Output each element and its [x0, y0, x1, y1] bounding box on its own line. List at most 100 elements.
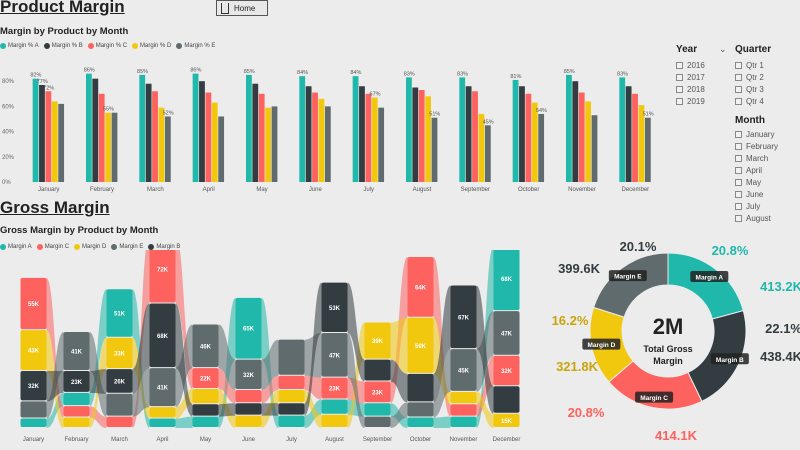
bar-d: [211, 102, 218, 182]
month-option-label: August: [746, 213, 771, 223]
checkbox[interactable]: [735, 166, 742, 174]
home-button[interactable]: Home: [216, 0, 268, 16]
segment-d: [106, 337, 133, 369]
segment-label: 55K: [28, 302, 40, 308]
quarter-option[interactable]: Qtr 4: [735, 95, 797, 107]
ribbon-b: [304, 282, 322, 416]
year-option[interactable]: 2017: [676, 71, 736, 83]
segment-b: [106, 369, 133, 393]
ribbon-b: [390, 359, 408, 403]
checkbox[interactable]: [735, 214, 742, 222]
checkbox[interactable]: [676, 97, 683, 105]
segment-label: 23K: [372, 390, 384, 396]
bar-d: [318, 98, 325, 182]
month-slicer: Month January February March April May J…: [735, 115, 797, 224]
ribbon-a: [175, 416, 193, 428]
slice-percent-label: 22.1%: [765, 321, 800, 336]
checkbox[interactable]: [735, 154, 742, 162]
quarter-option[interactable]: Qtr 1: [735, 59, 797, 71]
gross-margin-chart-title: Gross Margin by Product by Month: [0, 225, 159, 236]
checkbox[interactable]: [735, 85, 742, 93]
legend-item[interactable]: Margin % E: [176, 43, 215, 49]
checkbox[interactable]: [676, 61, 683, 69]
legend-item[interactable]: Margin % A: [0, 43, 39, 49]
checkbox[interactable]: [735, 61, 742, 69]
quarter-option-label: Qtr 1: [746, 60, 764, 70]
legend-item[interactable]: Margin D: [74, 244, 106, 250]
month-option[interactable]: August: [735, 212, 797, 224]
chevron-down-icon[interactable]: ⌄: [719, 44, 727, 54]
checkbox[interactable]: [735, 130, 742, 138]
legend-item[interactable]: Margin % B: [43, 43, 83, 49]
bar-c: [98, 93, 105, 182]
slice-label: Margin D: [587, 342, 615, 349]
slice-label: Margin C: [640, 395, 668, 402]
ribbon-c: [304, 375, 322, 400]
x-tick-label: December: [621, 187, 649, 193]
segment-a: [20, 418, 47, 427]
quarter-option[interactable]: Qtr 3: [735, 83, 797, 95]
data-label: 85%: [564, 69, 575, 75]
segment-e: [493, 311, 520, 355]
segment-d: [450, 391, 477, 404]
checkbox[interactable]: [676, 73, 683, 81]
month-option[interactable]: March: [735, 152, 797, 164]
segment-label: 43K: [28, 349, 40, 355]
legend-label: Margin % E: [184, 43, 216, 49]
legend-item[interactable]: Margin % C: [87, 43, 127, 49]
bar-c: [312, 92, 318, 182]
segment-a: [407, 417, 434, 427]
year-option[interactable]: 2018: [676, 83, 736, 95]
bar-a: [86, 73, 92, 182]
slice-label-bg: [635, 391, 674, 403]
month-option[interactable]: February: [735, 140, 797, 152]
data-label: 55%: [103, 107, 114, 113]
bar-a: [406, 77, 412, 182]
segment-label: 32K: [501, 369, 513, 375]
checkbox[interactable]: [676, 85, 683, 93]
legend-item[interactable]: Margin A: [0, 244, 32, 250]
slice-value-label: 321.8K: [556, 359, 599, 374]
year-option[interactable]: 2019: [676, 95, 736, 107]
checkbox[interactable]: [735, 97, 742, 105]
segment-label: 23K: [71, 380, 83, 386]
x-tick-label: June: [242, 437, 256, 443]
segment-e: [235, 359, 262, 389]
slice-label: Margin E: [614, 274, 642, 281]
data-label: 84%: [350, 70, 361, 76]
segment-c: [407, 257, 434, 317]
legend-item[interactable]: Margin B: [148, 244, 180, 250]
segment-label: 64K: [415, 285, 427, 291]
quarter-slicer-header: Quarter: [735, 44, 772, 55]
legend-dot: [132, 43, 139, 49]
slice-value-label: 414.1K: [655, 428, 698, 443]
segment-b: [364, 359, 391, 381]
x-tick-label: July: [286, 437, 297, 443]
bar-e: [111, 112, 118, 182]
segment-label: 32K: [243, 373, 255, 379]
month-option[interactable]: April: [735, 164, 797, 176]
month-option[interactable]: May: [735, 176, 797, 188]
legend-label: Margin B: [156, 244, 181, 250]
product-margin-title: Product Margin: [0, 0, 125, 16]
slice-value-label: 438.4K: [760, 349, 800, 364]
month-option[interactable]: June: [735, 188, 797, 200]
gross-margin-ribbon-chart: 55K 43K 32K January 41K 23K February 51K 33K 26K M…: [20, 250, 520, 443]
legend-item[interactable]: Margin E: [111, 244, 143, 250]
legend-item[interactable]: Margin C: [36, 244, 69, 250]
segment-label: 65K: [243, 327, 255, 333]
checkbox[interactable]: [735, 178, 742, 186]
donut-center-value: 2M: [653, 314, 684, 339]
year-option[interactable]: 2016: [676, 59, 736, 71]
checkbox[interactable]: [735, 73, 742, 81]
month-option-label: January: [746, 129, 775, 139]
month-option[interactable]: January: [735, 128, 797, 140]
data-label: 52%: [163, 110, 174, 116]
segment-label: 41K: [71, 350, 83, 356]
month-option[interactable]: July: [735, 200, 797, 212]
legend-item[interactable]: Margin % D: [132, 43, 171, 49]
checkbox[interactable]: [735, 142, 742, 150]
checkbox[interactable]: [735, 190, 742, 198]
checkbox[interactable]: [735, 202, 742, 210]
quarter-option[interactable]: Qtr 2: [735, 71, 797, 83]
